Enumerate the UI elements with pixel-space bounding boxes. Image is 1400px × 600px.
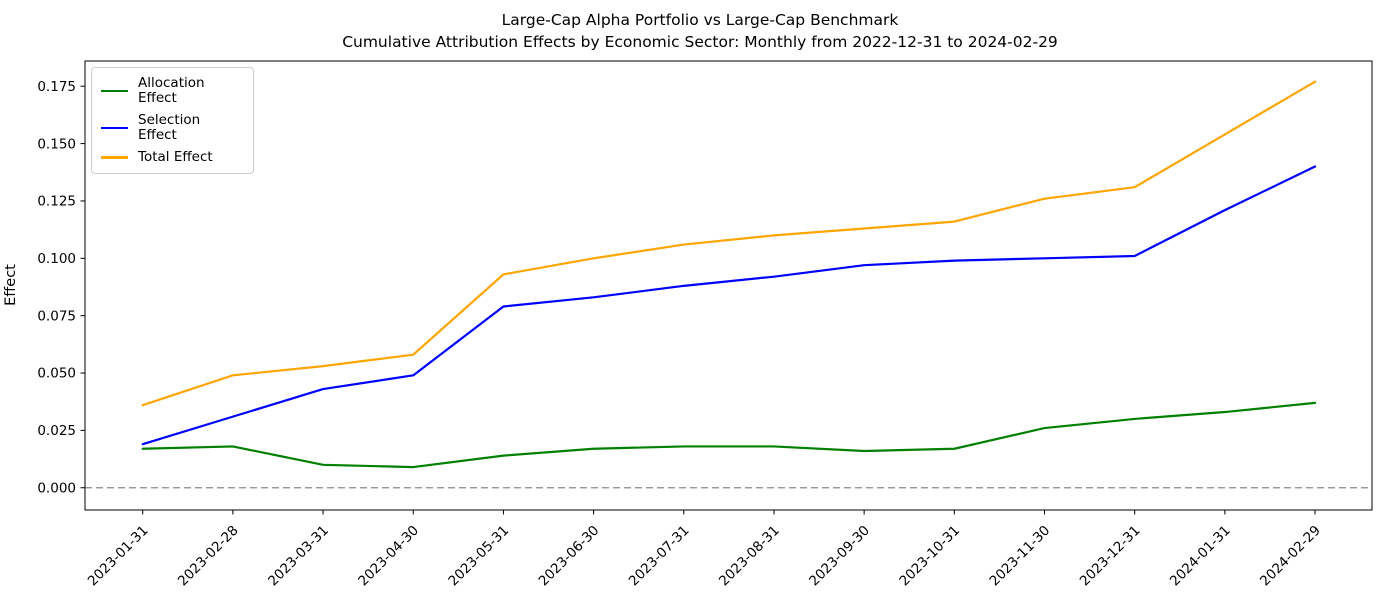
- legend-swatch-selection-effect: [101, 126, 128, 130]
- y-tick-label: 0.100: [37, 251, 76, 267]
- legend-item-allocation-effect: Allocation Effect: [101, 76, 243, 106]
- series-line-allocation-effect: [141, 401, 1317, 469]
- x-tick-label: 2023-03-31: [265, 523, 332, 590]
- y-tick-label: 0.075: [37, 308, 76, 324]
- y-tick-label: 0.050: [37, 366, 76, 382]
- legend-label-total-effect: Total Effect: [138, 149, 213, 165]
- y-axis-label: Effect: [3, 264, 19, 306]
- x-tick-label: 2023-02-28: [175, 523, 242, 590]
- y-tick-label: 0.000: [37, 480, 76, 496]
- x-tick-label: 2023-01-31: [85, 523, 152, 590]
- x-tick-label: 2023-10-31: [896, 523, 963, 590]
- y-tick-label: 0.025: [37, 423, 76, 439]
- legend-label-allocation-effect: Allocation Effect: [138, 75, 205, 106]
- y-tick-label: 0.150: [37, 136, 76, 152]
- series-line-total-effect: [141, 80, 1317, 407]
- chart-title-line1: Large-Cap Alpha Portfolio vs Large-Cap B…: [501, 11, 899, 29]
- x-tick-label: 2024-01-31: [1167, 523, 1234, 590]
- y-tick-label: 0.175: [37, 79, 76, 95]
- legend: Allocation Effect Selection Effect Total…: [91, 67, 254, 174]
- x-tick-label: 2023-11-30: [987, 523, 1054, 590]
- chart-title: Large-Cap Alpha Portfolio vs Large-Cap B…: [0, 9, 1400, 53]
- x-tick-label: 2023-04-30: [355, 523, 422, 590]
- x-tick-label: 2023-09-30: [806, 523, 873, 590]
- legend-label-selection-effect: Selection Effect: [138, 112, 201, 143]
- plot-border: [84, 60, 1373, 511]
- y-tick-label: 0.125: [37, 194, 76, 210]
- x-tick-label: 2023-05-31: [445, 523, 512, 590]
- series-line-selection-effect: [141, 165, 1317, 446]
- legend-swatch-total-effect: [101, 156, 128, 159]
- legend-swatch-allocation-effect: [101, 89, 128, 93]
- chart-title-line2: Cumulative Attribution Effects by Econom…: [342, 33, 1058, 51]
- legend-item-total-effect: Total Effect: [101, 150, 243, 165]
- x-tick-label: 2023-07-31: [626, 523, 693, 590]
- x-tick-label: 2023-08-31: [716, 523, 783, 590]
- x-tick-label: 2023-06-30: [536, 523, 603, 590]
- legend-item-selection-effect: Selection Effect: [101, 113, 243, 143]
- x-tick-label: 2024-02-29: [1257, 523, 1324, 590]
- x-tick-label: 2023-12-31: [1077, 523, 1144, 590]
